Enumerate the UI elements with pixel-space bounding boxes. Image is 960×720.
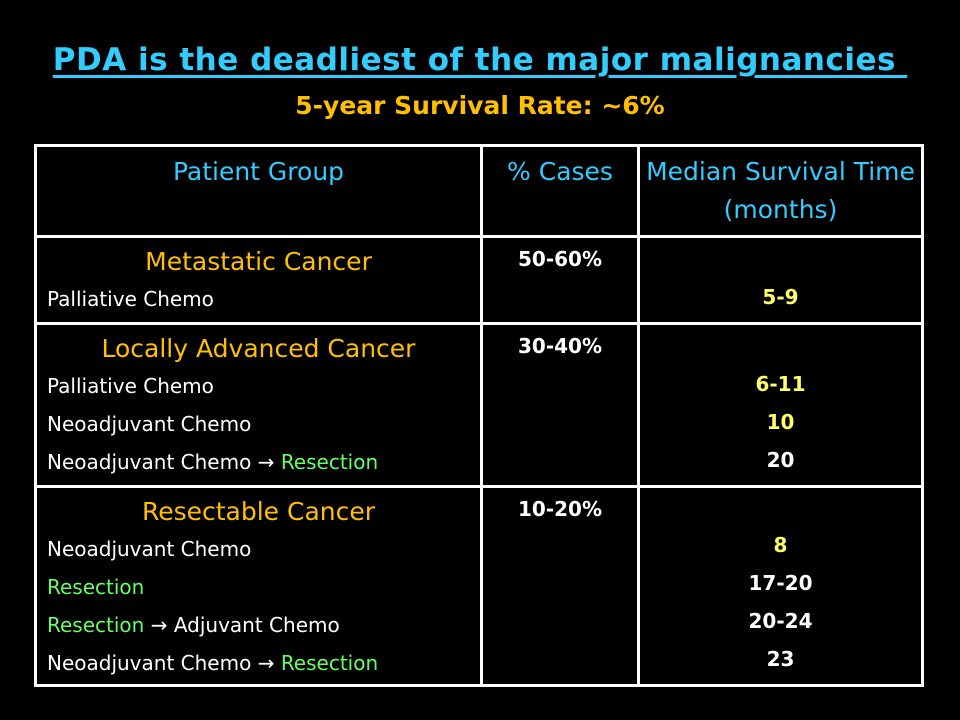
treatment-item: Neoadjuvant Chemo → Resection bbox=[37, 443, 480, 481]
survival-value: 6-11 bbox=[755, 372, 806, 396]
treatment-item: Neoadjuvant Chemo bbox=[37, 405, 480, 443]
table-row-resectable: Resectable Cancer Neoadjuvant Chemo Rese… bbox=[34, 485, 924, 687]
survival-value: 8 bbox=[773, 533, 788, 557]
survival-cell: 8 17-20 20-24 23 bbox=[637, 485, 924, 687]
treatment-label-resection: Resection bbox=[47, 613, 145, 637]
cases-cell: 30-40% bbox=[480, 322, 640, 488]
group-cell: Metastatic Cancer Palliative Chemo bbox=[34, 235, 483, 325]
arrow-right-icon: → bbox=[150, 613, 168, 637]
treatment-label: Neoadjuvant Chemo bbox=[47, 651, 252, 675]
cases-value: 50-60% bbox=[517, 247, 602, 271]
survival-cell: 5-9 bbox=[637, 235, 924, 325]
header-patient-group: Patient Group bbox=[34, 144, 483, 238]
survival-value: 23 bbox=[766, 647, 795, 671]
treatment-label: Adjuvant Chemo bbox=[173, 613, 340, 637]
table-row-locally-advanced: Locally Advanced Cancer Palliative Chemo… bbox=[34, 322, 924, 488]
treatment-label-resection: Resection bbox=[280, 450, 379, 474]
slide-title: PDA is the deadliest of the major malign… bbox=[52, 42, 908, 78]
header-cases: % Cases bbox=[480, 144, 640, 238]
cases-value: 30-40% bbox=[517, 334, 602, 358]
treatment-label-resection: Resection bbox=[47, 575, 145, 599]
table-header-row: Patient Group % Cases Median Survival Ti… bbox=[34, 144, 924, 238]
treatment-item: Neoadjuvant Chemo → Resection bbox=[37, 644, 480, 682]
treatment-label: Neoadjuvant Chemo bbox=[47, 450, 252, 474]
survival-value: 10 bbox=[766, 410, 795, 434]
survival-table: Patient Group % Cases Median Survival Ti… bbox=[34, 144, 924, 687]
treatment-label: Neoadjuvant Chemo bbox=[47, 537, 252, 561]
survival-value: 17-20 bbox=[748, 571, 813, 595]
cases-value: 10-20% bbox=[517, 497, 602, 521]
treatment-item: Resection → Adjuvant Chemo bbox=[37, 606, 480, 644]
arrow-right-icon: → bbox=[257, 450, 275, 474]
survival-value: 5-9 bbox=[762, 285, 799, 309]
group-cell: Locally Advanced Cancer Palliative Chemo… bbox=[34, 322, 483, 488]
survival-cell: 6-11 10 20 bbox=[637, 322, 924, 488]
group-cell: Resectable Cancer Neoadjuvant Chemo Rese… bbox=[34, 485, 483, 687]
treatment-item: Resection bbox=[37, 568, 480, 606]
group-title: Metastatic Cancer bbox=[145, 247, 372, 276]
treatment-item: Palliative Chemo bbox=[37, 280, 480, 318]
survival-value: 20-24 bbox=[748, 609, 813, 633]
treatment-item: Palliative Chemo bbox=[37, 367, 480, 405]
cases-cell: 50-60% bbox=[480, 235, 640, 325]
treatment-label: Neoadjuvant Chemo bbox=[47, 412, 252, 436]
survival-values: 6-11 10 20 bbox=[640, 365, 921, 479]
slide-subtitle: 5-year Survival Rate: ~6% bbox=[295, 91, 665, 120]
treatment-label-resection: Resection bbox=[280, 651, 379, 675]
survival-value: 20 bbox=[766, 448, 795, 472]
group-title: Resectable Cancer bbox=[141, 497, 376, 526]
header-median-survival: Median Survival Time (months) bbox=[637, 144, 924, 238]
cases-cell: 10-20% bbox=[480, 485, 640, 687]
treatment-label: Palliative Chemo bbox=[47, 374, 214, 398]
group-title: Locally Advanced Cancer bbox=[101, 334, 416, 363]
treatment-item: Neoadjuvant Chemo bbox=[37, 530, 480, 568]
treatment-label: Palliative Chemo bbox=[47, 287, 214, 311]
survival-values: 8 17-20 20-24 23 bbox=[640, 526, 921, 678]
arrow-right-icon: → bbox=[257, 651, 275, 675]
table-row-metastatic: Metastatic Cancer Palliative Chemo 50-60… bbox=[34, 235, 924, 325]
